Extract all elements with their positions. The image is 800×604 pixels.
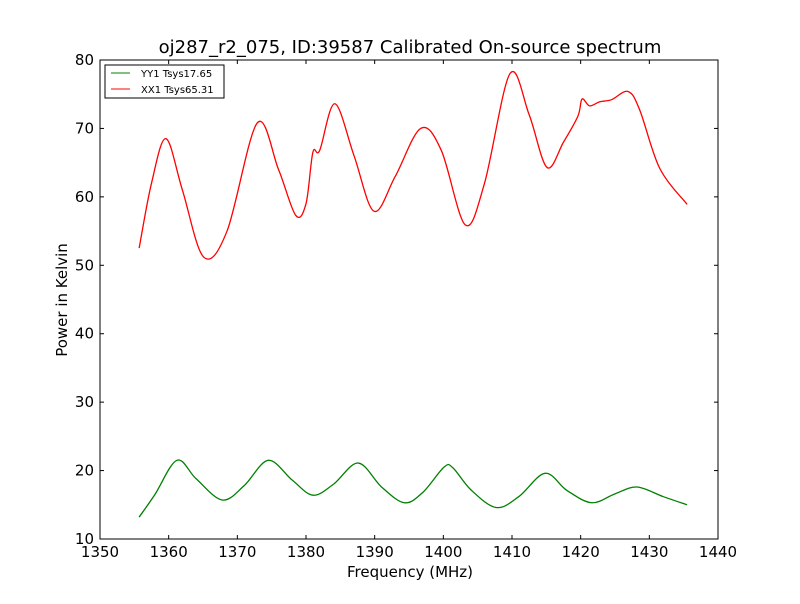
y-tick-label: 10 (75, 530, 94, 548)
x-tick-label: 1420 (562, 543, 600, 561)
y-tick-label: 20 (75, 462, 94, 480)
x-tick-label: 1360 (150, 543, 188, 561)
x-tick-label: 1370 (218, 543, 256, 561)
y-tick-label: 50 (75, 256, 94, 274)
y-axis-label: Power in Kelvin (53, 243, 71, 357)
x-tick-label: 1410 (493, 543, 531, 561)
x-tick-label: 1400 (424, 543, 462, 561)
x-tick-label: 1350 (81, 543, 119, 561)
series-line-yy1 (138, 459, 688, 518)
x-tick-label: 1380 (287, 543, 325, 561)
plot-frame (99, 59, 719, 540)
x-tick-label: 1390 (356, 543, 394, 561)
series-line-xx1 (138, 70, 688, 260)
legend-label-xx1: XX1 Tsys65.31 (141, 85, 214, 96)
y-tick-label: 60 (75, 188, 94, 206)
x-tick-label: 1440 (699, 543, 737, 561)
legend-box (104, 64, 225, 99)
x-axis-label: Frequency (MHz) (347, 563, 473, 581)
chart-title: oj287_r2_075, ID:39587 Calibrated On-sou… (159, 37, 662, 58)
y-tick-label: 40 (75, 325, 94, 343)
y-tick-label: 70 (75, 119, 94, 137)
legend: YY1 Tsys17.65 XX1 Tsys65.31 (104, 64, 225, 99)
y-tick-label: 30 (75, 393, 94, 411)
y-tick-label: 80 (75, 51, 94, 69)
legend-label-yy1: YY1 Tsys17.65 (140, 69, 212, 80)
x-tick-label: 1430 (630, 543, 668, 561)
